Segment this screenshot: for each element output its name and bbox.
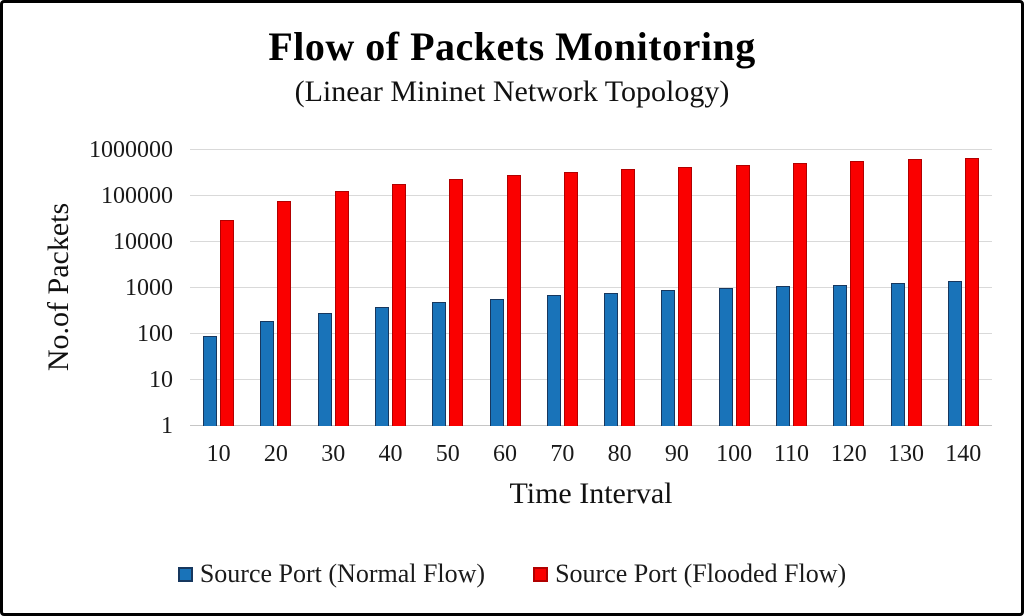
x-tick-label: 120: [830, 441, 867, 467]
bar-normal-50: [432, 302, 447, 426]
bar-group: [648, 150, 705, 426]
gridline: [190, 149, 992, 150]
gridline: [190, 287, 992, 288]
gridline: [190, 425, 992, 426]
bar-flooded-90: [678, 166, 693, 426]
x-tick-label: 90: [664, 441, 689, 467]
bar-normal-30: [317, 312, 332, 426]
x-axis-tick-labels: 10 20 30 40 50 60 70 80 90 100 110 120 130 140: [190, 441, 992, 468]
x-tick-label: 60: [493, 441, 518, 467]
bar-normal-80: [604, 292, 619, 426]
y-tick-label: 10: [149, 367, 173, 393]
x-tick-label: 30: [321, 441, 346, 467]
bar-flooded-50: [449, 179, 464, 426]
chart-title: Flow of Packets Monitoring: [268, 24, 756, 69]
bar-group: [534, 150, 591, 426]
bar-group: [305, 150, 362, 426]
gridline: [190, 241, 992, 242]
bar-group: [820, 150, 877, 426]
bar-group: [362, 150, 419, 426]
bar-group: [877, 150, 934, 426]
bar-group: [247, 150, 304, 426]
bar-normal-100: [718, 288, 733, 426]
bar-normal-70: [546, 295, 561, 426]
gridline: [190, 195, 992, 196]
bar-group: [763, 150, 820, 426]
gridline: [190, 333, 992, 334]
bar-flooded-30: [334, 190, 349, 426]
bar-normal-90: [661, 290, 676, 426]
y-tick-label: 1: [161, 413, 173, 439]
gridline: [190, 379, 992, 380]
plot-area: [190, 149, 992, 426]
bar-normal-130: [890, 282, 905, 426]
chart-subtitle: (Linear Mininet Network Topology): [294, 75, 730, 108]
y-tick-label: 100: [137, 321, 173, 347]
bar-flooded-140: [964, 157, 979, 426]
y-tick-label: 100000: [101, 183, 173, 209]
x-tick-label: 40: [378, 441, 403, 467]
bar-group: [706, 150, 763, 426]
bar-flooded-110: [792, 162, 807, 426]
x-axis-title: Time Interval: [509, 477, 673, 510]
bar-normal-140: [947, 281, 962, 426]
bar-normal-110: [775, 286, 790, 426]
y-tick-label: 10000: [113, 229, 173, 255]
bar-group: [591, 150, 648, 426]
x-tick-label: 20: [263, 441, 288, 467]
bar-flooded-20: [277, 200, 292, 426]
bar-normal-20: [260, 321, 275, 426]
bar-group: [419, 150, 476, 426]
bar-flooded-70: [563, 172, 578, 426]
bar-group: [476, 150, 533, 426]
bar-normal-60: [489, 298, 504, 426]
legend-item-flooded: Source Port (Flooded Flow): [533, 559, 846, 589]
x-tick-label: 130: [888, 441, 925, 467]
bar-flooded-130: [907, 159, 922, 426]
bar-flooded-100: [735, 164, 750, 426]
x-tick-label: 100: [716, 441, 753, 467]
bar-groups: [190, 150, 992, 426]
legend-swatch-flooded-icon: [533, 566, 549, 582]
legend-label-flooded: Source Port (Flooded Flow): [555, 559, 847, 588]
bar-normal-40: [374, 306, 389, 426]
legend: Source Port (Normal Flow) Source Port (F…: [3, 559, 1021, 589]
x-tick-label: 50: [435, 441, 460, 467]
bar-flooded-60: [506, 175, 521, 426]
y-tick-label: 1000: [125, 275, 173, 301]
bar-flooded-10: [220, 220, 235, 426]
bar-flooded-80: [621, 169, 636, 426]
bar-normal-10: [203, 336, 218, 426]
bar-normal-120: [833, 284, 848, 426]
x-tick-label: 10: [206, 441, 231, 467]
legend-item-normal: Source Port (Normal Flow): [177, 559, 486, 589]
x-tick-label: 140: [945, 441, 982, 467]
bar-group: [190, 150, 247, 426]
bar-flooded-120: [850, 160, 865, 426]
legend-label-normal: Source Port (Normal Flow): [199, 559, 486, 588]
bar-flooded-40: [391, 184, 406, 426]
legend-swatch-normal-icon: [177, 566, 193, 582]
y-tick-label: 1000000: [89, 137, 173, 163]
x-tick-label: 110: [773, 441, 809, 467]
x-tick-label: 80: [607, 441, 632, 467]
x-tick-label: 70: [550, 441, 575, 467]
bar-group: [935, 150, 992, 426]
